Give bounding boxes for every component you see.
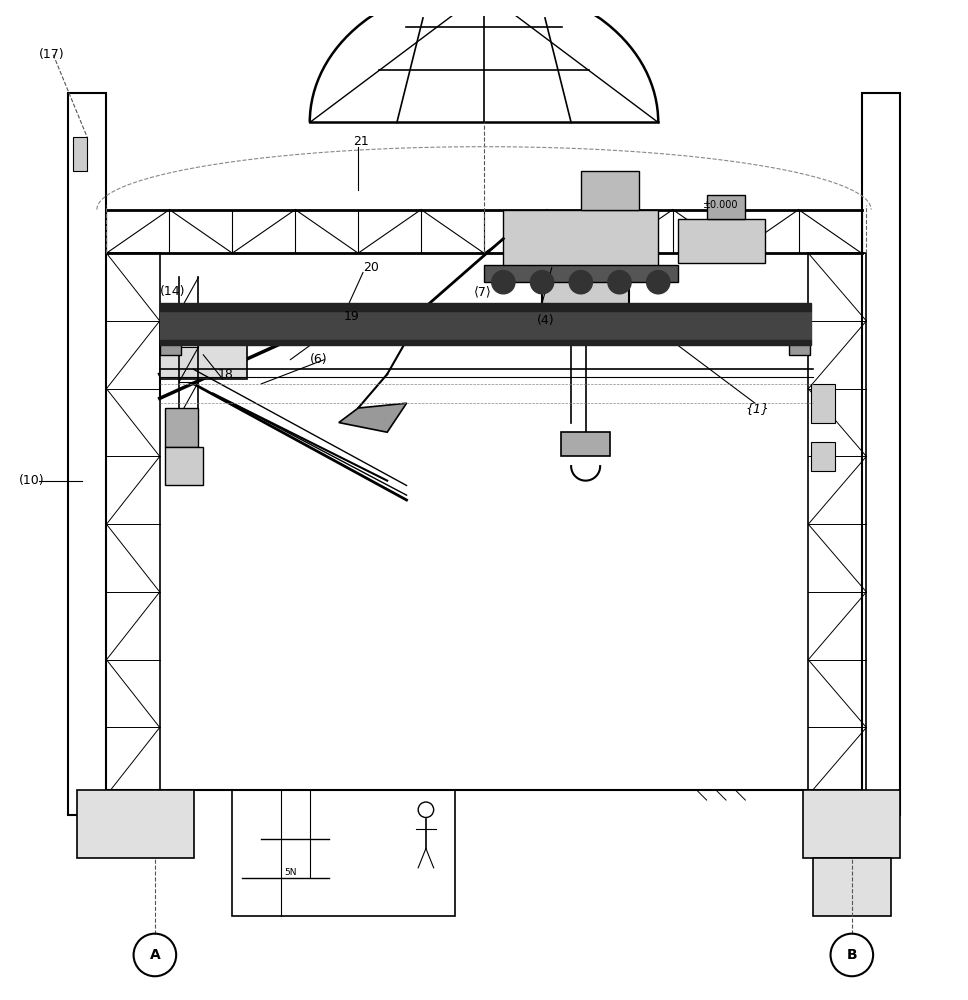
Bar [581, 171, 639, 210]
Text: 20: 20 [363, 261, 378, 274]
Bar [808, 253, 866, 795]
Polygon shape [339, 403, 407, 432]
Bar [542, 277, 629, 311]
Bar [811, 442, 835, 471]
Circle shape [569, 271, 592, 294]
Circle shape [647, 271, 670, 294]
Text: 19: 19 [344, 310, 359, 323]
Bar [707, 195, 745, 219]
Bar [678, 219, 765, 263]
Bar [68, 93, 106, 815]
Circle shape [608, 271, 631, 294]
Bar [862, 93, 900, 815]
Bar [813, 858, 891, 916]
Text: (6): (6) [310, 353, 327, 366]
Bar [165, 408, 198, 447]
Text: 18: 18 [218, 368, 233, 381]
Bar [160, 340, 811, 345]
Text: 21: 21 [353, 135, 369, 148]
Bar [503, 210, 658, 268]
Bar [160, 316, 181, 355]
Bar [160, 311, 811, 340]
Bar [789, 316, 810, 355]
Bar [803, 790, 900, 858]
Circle shape [492, 271, 515, 294]
Text: B: B [847, 948, 857, 962]
Text: (17): (17) [39, 48, 64, 61]
Bar [77, 790, 194, 858]
Bar [106, 253, 160, 795]
Bar [165, 447, 203, 485]
Text: A: A [149, 948, 161, 962]
Bar [160, 321, 247, 379]
Circle shape [530, 271, 554, 294]
Bar [484, 265, 678, 282]
Text: (10): (10) [19, 474, 45, 487]
Bar [73, 137, 87, 171]
Bar [160, 303, 811, 311]
Text: {1}: {1} [745, 402, 770, 415]
Bar [811, 384, 835, 423]
Text: (14): (14) [160, 285, 185, 298]
Text: ±0.000: ±0.000 [702, 200, 738, 210]
Bar [561, 432, 610, 456]
Text: (4): (4) [537, 314, 555, 327]
Text: 5N: 5N [285, 868, 296, 877]
Bar [232, 790, 455, 916]
Text: ⟨7⟩: ⟨7⟩ [474, 285, 492, 298]
